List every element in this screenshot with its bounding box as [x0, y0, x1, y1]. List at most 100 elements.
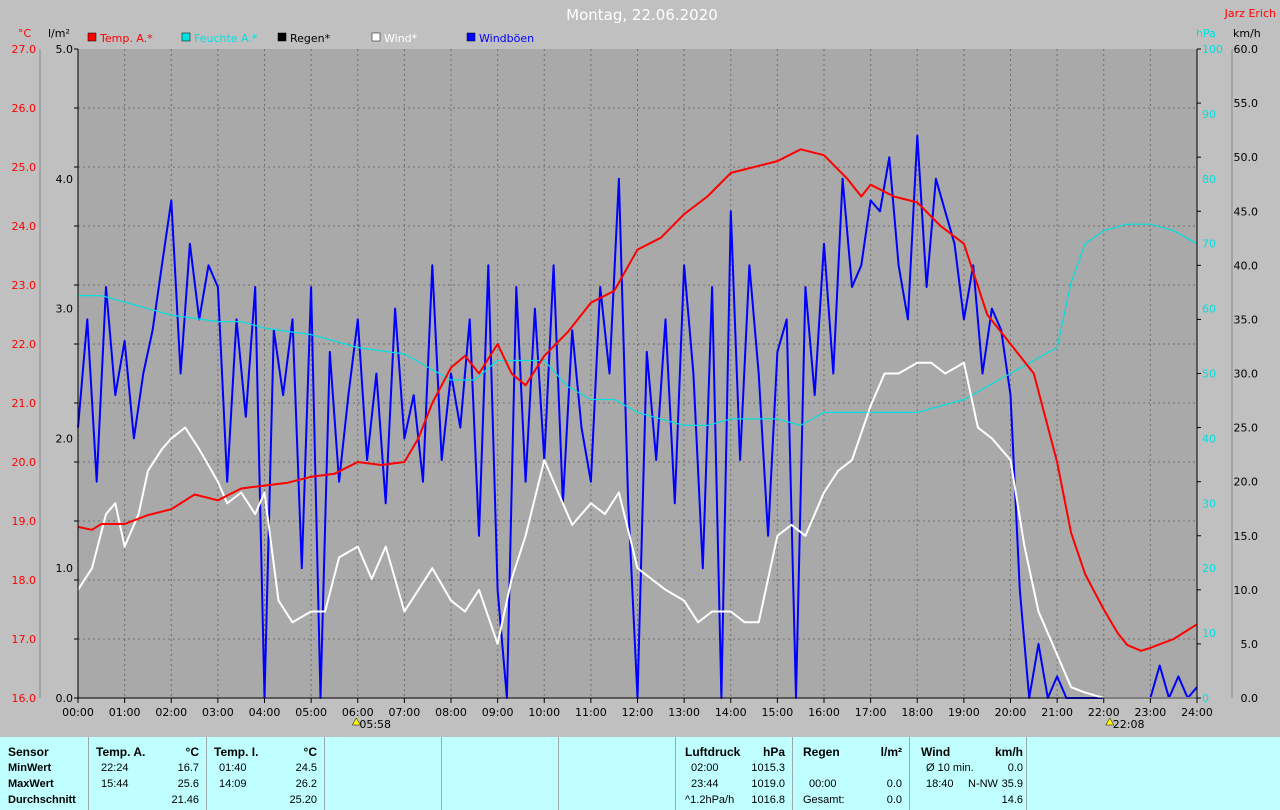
humidity-tick-label: 30	[1202, 497, 1216, 510]
stats-empty-3	[558, 737, 676, 810]
temp-tick-label: 19.0	[12, 515, 37, 528]
luftdruck-unit: hPa	[762, 745, 785, 759]
rain-tick-label: 0.0	[56, 692, 74, 705]
sun-marker-label: 22:08	[1113, 718, 1145, 731]
legend-swatch	[181, 32, 191, 42]
x-tick-label: 21:00	[1041, 706, 1073, 719]
stats-sensor: Sensor MinWert MaxWert Durchschnitt	[0, 737, 88, 810]
wind-tick-label: 25.0	[1234, 422, 1259, 435]
x-tick-label: 22:00	[1088, 706, 1120, 719]
sun-marker-icon	[1105, 717, 1115, 726]
series-line-tempa	[77, 148, 1198, 652]
x-tick-label: 16:00	[808, 706, 840, 719]
x-tick-label: 10:00	[528, 706, 560, 719]
wind-tick-label: 5.0	[1241, 638, 1259, 651]
temp-a-unit: °C	[185, 745, 199, 759]
stats-temp-i: Temp. I. °C 01:40 24.5 14:09 26.2 25.20	[206, 737, 325, 810]
luftdruck-trend: ^1.2hPa/h	[685, 794, 735, 806]
weather-chart: 00:00 01:00 02:00 03:00 04:00 05:00 06:00 07:00…	[11, 6, 1277, 731]
luftdruck-header: Luftdruck	[685, 745, 741, 759]
wind-max-val: 35.9	[1001, 778, 1023, 790]
regen-total-label: Gesamt:	[803, 794, 845, 806]
regen-unit: l/m²	[880, 745, 902, 759]
legend-swatch	[277, 32, 287, 42]
temp-i-unit: °C	[303, 745, 317, 759]
luftdruck-min-time: 02:00	[691, 762, 719, 774]
author-label: Jarz Erich	[1224, 7, 1276, 20]
luftdruck-avg-val: 1016.8	[751, 794, 785, 806]
x-tick-label: 23:00	[1135, 706, 1167, 719]
temp-tick-label: 26.0	[12, 102, 37, 115]
temp-tick-label: 24.0	[12, 220, 37, 233]
x-tick-label: 00:00	[62, 706, 94, 719]
wind-tick-label: 10.0	[1234, 584, 1259, 597]
luftdruck-max-val: 1019.0	[751, 778, 785, 790]
rain-tick-label: 1.0	[56, 562, 74, 575]
wind-tick-label: 55.0	[1234, 97, 1259, 110]
temp-i-header: Temp. I.	[214, 745, 259, 759]
temp-tick-label: 17.0	[12, 633, 37, 646]
temp-tick-label: 16.0	[12, 692, 37, 705]
temp-a-header: Temp. A.	[96, 745, 146, 759]
row-label-max: MaxWert	[8, 778, 54, 790]
stats-empty-4	[1026, 737, 1280, 810]
stats-luftdruck: Luftdruck hPa 02:00 1015.3 23:44 1019.0 …	[675, 737, 793, 810]
x-tick-label: 17:00	[855, 706, 887, 719]
x-tick-label: 11:00	[575, 706, 607, 719]
regen-header: Regen	[803, 745, 840, 759]
temp-i-max-val: 26.2	[295, 778, 317, 790]
legend-label: Feuchte A.*	[194, 32, 258, 45]
humidity-tick-label: 0	[1202, 692, 1209, 705]
legend-swatch	[466, 32, 476, 42]
wind-tick-label: 60.0	[1234, 43, 1259, 56]
sun-marker-label: 05:58	[359, 718, 391, 731]
left-temp-unit: °C	[18, 27, 32, 40]
rain-tick-label: 5.0	[56, 43, 74, 56]
temp-i-max-time: 14:09	[219, 778, 247, 790]
x-tick-label: 14:00	[715, 706, 747, 719]
wind-tick-label: 40.0	[1234, 259, 1259, 272]
x-tick-label: 13:00	[668, 706, 700, 719]
legend-swatch	[371, 32, 381, 42]
temp-a-max-val: 25.6	[177, 778, 199, 790]
temp-tick-label: 18.0	[12, 574, 37, 587]
legend-swatch	[87, 32, 97, 42]
x-tick-label: 12:00	[622, 706, 654, 719]
wind-max-dir: N-NW	[968, 778, 998, 790]
wind-tick-label: 35.0	[1234, 313, 1259, 326]
wind-avg10-val: 0.0	[1007, 762, 1023, 774]
grid-lines	[78, 49, 1197, 698]
wind-tick-label: 50.0	[1234, 151, 1259, 164]
x-tick-label: 18:00	[901, 706, 933, 719]
temp-tick-label: 22.0	[12, 338, 37, 351]
humidity-tick-label: 90	[1202, 108, 1216, 121]
wind-avg10-label: Ø 10 min.	[926, 762, 974, 774]
axes-group: 00:00 01:00 02:00 03:00 04:00 05:00 06:00 07:00…	[12, 43, 1259, 731]
right-press-unit: hPa	[1196, 27, 1216, 40]
temp-tick-label: 27.0	[12, 43, 37, 56]
temp-tick-label: 21.0	[12, 397, 37, 410]
humidity-tick-label: 20	[1202, 562, 1216, 575]
chart-title: Montag, 22.06.2020	[566, 6, 718, 24]
wind-tick-label: 20.0	[1234, 476, 1259, 489]
sensor-header: Sensor	[8, 745, 49, 759]
temp-a-min-val: 16.7	[177, 762, 199, 774]
rain-tick-label: 2.0	[56, 432, 74, 445]
legend: Temp. A.* Feuchte A.* Regen* Wind* Windböen	[87, 32, 534, 45]
wind-tick-label: 15.0	[1234, 530, 1259, 543]
humidity-tick-label: 50	[1202, 368, 1216, 381]
legend-label: Temp. A.*	[99, 32, 153, 45]
rain-tick-label: 3.0	[56, 303, 74, 316]
regen-max-time: 00:00	[809, 778, 837, 790]
wind-header: Wind	[921, 745, 951, 759]
temp-tick-label: 25.0	[12, 161, 37, 174]
humidity-tick-label: 10	[1202, 627, 1216, 640]
x-tick-label: 20:00	[995, 706, 1027, 719]
legend-label: Regen*	[290, 32, 331, 45]
stats-temp-a: Temp. A. °C 22:24 16.7 15:44 25.6 21.46	[88, 737, 207, 810]
wind-avg-val: 14.6	[1001, 794, 1023, 806]
left-rain-unit: l/m²	[48, 27, 70, 40]
rain-tick-label: 4.0	[56, 173, 74, 186]
temp-a-min-time: 22:24	[101, 762, 129, 774]
humidity-tick-label: 60	[1202, 303, 1216, 316]
